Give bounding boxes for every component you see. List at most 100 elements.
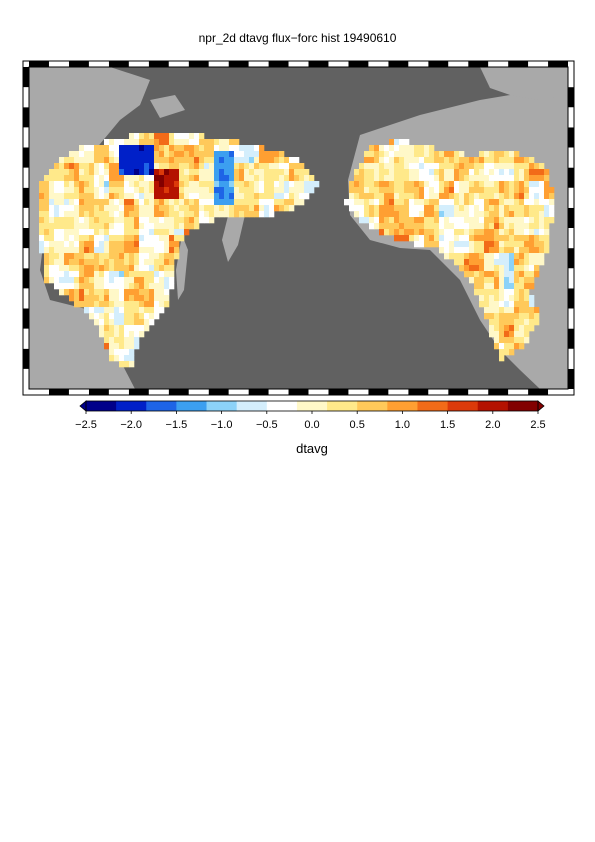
field-cell [129, 139, 135, 146]
frame-segment [568, 288, 574, 309]
field-cell [454, 235, 460, 242]
field-cell [304, 193, 310, 200]
field-cell [259, 151, 265, 158]
field-cell [299, 193, 305, 200]
field-cell [174, 235, 180, 242]
field-cell [389, 211, 395, 218]
field-cell [119, 331, 125, 338]
field-cell [514, 289, 520, 296]
field-cell [389, 217, 395, 224]
field-cell [119, 259, 125, 266]
field-cell [104, 325, 110, 332]
field-cell [89, 229, 95, 236]
field-cell [264, 163, 270, 170]
field-cell [519, 229, 525, 236]
field-cell [279, 199, 285, 206]
field-cell [114, 313, 120, 320]
field-cell [174, 211, 180, 218]
field-cell [94, 151, 100, 158]
field-cell [389, 175, 395, 182]
field-cell [144, 307, 150, 314]
field-cell [129, 337, 135, 344]
field-cell [544, 241, 550, 248]
field-cell [174, 205, 180, 212]
field-cell [529, 199, 535, 206]
field-cell [74, 277, 80, 284]
field-cell [254, 157, 260, 164]
field-cell [159, 301, 165, 308]
frame-segment [48, 389, 69, 395]
field-cell [504, 301, 510, 308]
field-cell [84, 205, 90, 212]
field-cell [234, 211, 240, 218]
field-cell [174, 139, 180, 146]
colorbar-tick-label: −2.5 [75, 419, 97, 431]
field-cell [399, 151, 405, 158]
field-cell [214, 145, 220, 152]
field-cell [499, 169, 505, 176]
field-cell [534, 199, 540, 206]
field-cell [539, 181, 545, 188]
field-cell [94, 169, 100, 176]
field-cell [514, 337, 520, 344]
field-cell [459, 157, 465, 164]
field-cell [39, 217, 45, 224]
field-cell [539, 247, 545, 254]
field-cell [449, 211, 455, 218]
field-cell [164, 193, 170, 200]
frame-segment [308, 61, 329, 67]
field-cell [379, 193, 385, 200]
field-cell [414, 235, 420, 242]
field-cell [59, 193, 65, 200]
field-cell [494, 229, 500, 236]
field-cell [509, 253, 515, 260]
field-cell [129, 133, 135, 140]
field-cell [234, 145, 240, 152]
field-cell [89, 169, 95, 176]
field-cell [514, 301, 520, 308]
field-cell [469, 205, 475, 212]
field-cell [224, 175, 230, 182]
field-cell [119, 253, 125, 260]
field-cell [384, 187, 390, 194]
field-cell [499, 307, 505, 314]
field-cell [44, 217, 50, 224]
field-cell [499, 295, 505, 302]
field-cell [474, 289, 480, 296]
frame-segment [548, 389, 568, 395]
field-cell [309, 187, 315, 194]
field-cell [154, 163, 160, 170]
field-cell [419, 193, 425, 200]
field-cell [109, 157, 115, 164]
field-cell [399, 229, 405, 236]
field-cell [209, 211, 215, 218]
field-cell [224, 139, 230, 146]
field-cell [104, 301, 110, 308]
field-cell [74, 193, 80, 200]
field-cell [399, 235, 405, 242]
field-cell [189, 169, 195, 176]
field-cell [489, 151, 495, 158]
field-cell [239, 199, 245, 206]
field-cell [534, 247, 540, 254]
field-cell [124, 313, 130, 320]
field-cell [479, 271, 485, 278]
field-cell [494, 175, 500, 182]
field-cell [429, 211, 435, 218]
field-cell [134, 133, 140, 140]
frame-segment [23, 107, 29, 128]
colorbar-swatch [86, 401, 117, 411]
field-cell [504, 157, 510, 164]
field-cell [364, 211, 370, 218]
field-cell [369, 169, 375, 176]
frame-segment [568, 228, 574, 249]
field-cell [59, 217, 65, 224]
field-cell [74, 205, 80, 212]
field-cell [549, 193, 555, 200]
field-cell [89, 295, 95, 302]
field-cell [304, 175, 310, 182]
field-cell [99, 145, 105, 152]
field-cell [489, 163, 495, 170]
field-cell [204, 211, 210, 218]
field-cell [74, 223, 80, 230]
